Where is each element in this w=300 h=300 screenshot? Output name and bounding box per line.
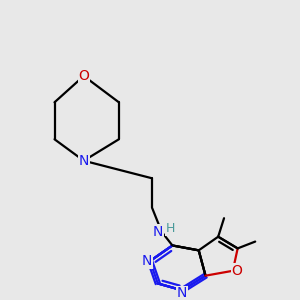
Text: N: N [79,154,89,168]
Text: N: N [153,225,163,239]
Text: N: N [177,286,187,300]
Text: O: O [231,264,242,278]
Text: O: O [78,69,89,83]
Text: N: N [142,254,152,268]
Text: H: H [166,222,175,236]
